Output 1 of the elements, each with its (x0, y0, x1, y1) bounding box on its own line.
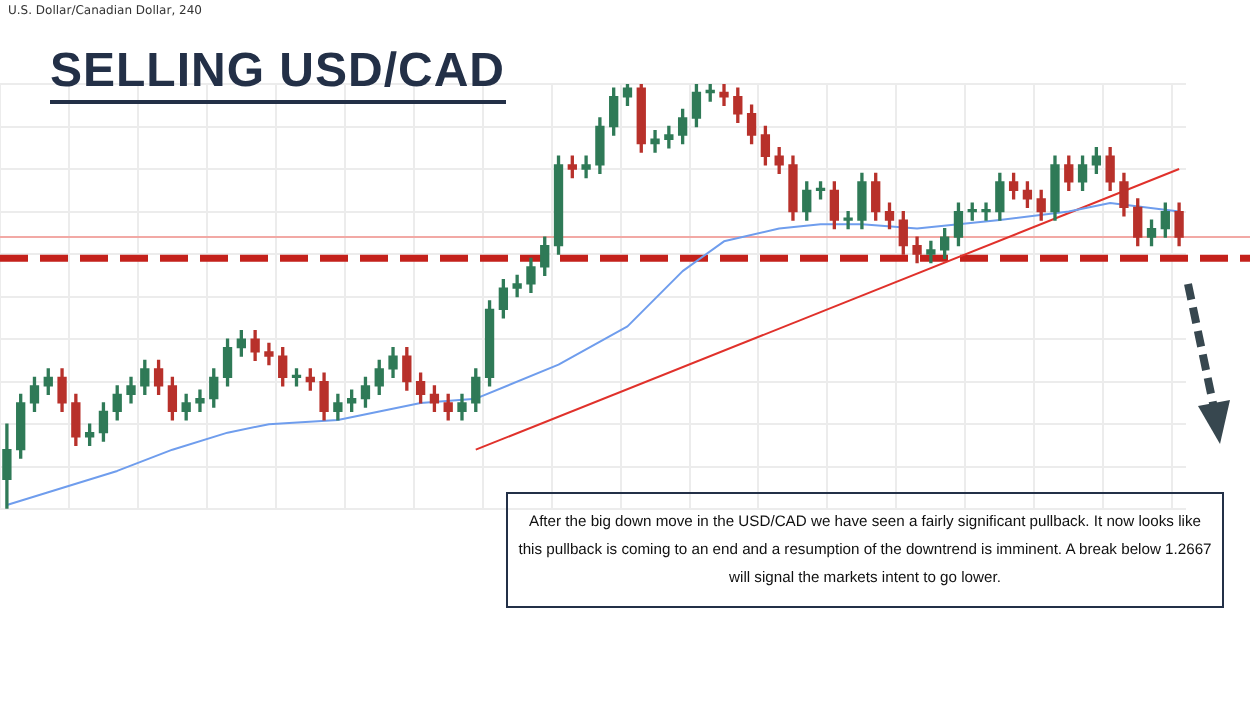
chart-title: SELLING USD/CAD (50, 44, 506, 104)
